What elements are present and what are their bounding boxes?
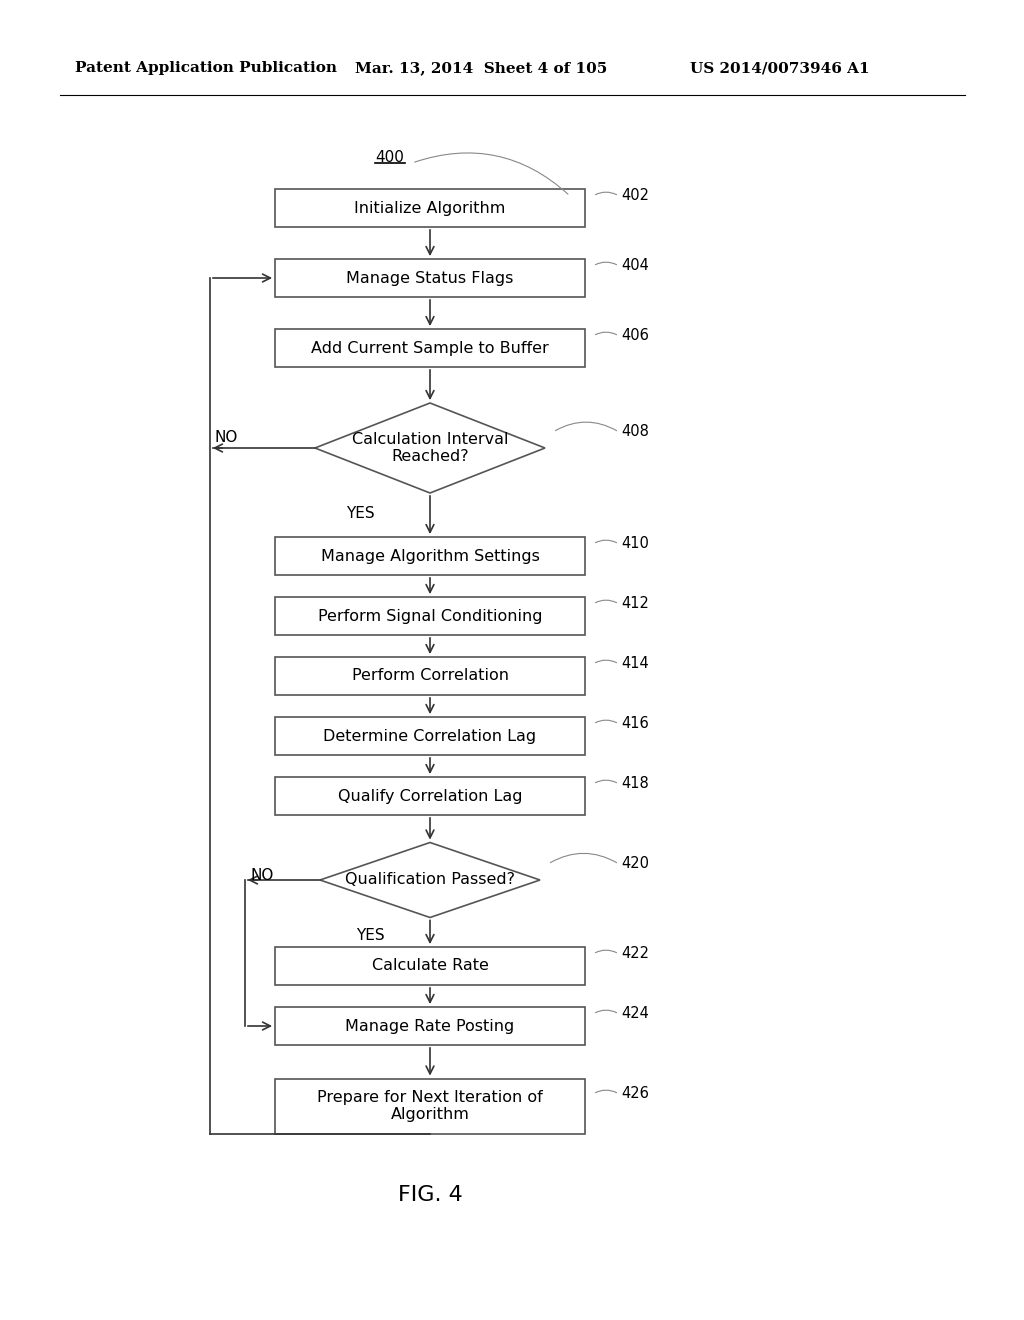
Polygon shape — [315, 403, 545, 492]
Text: 420: 420 — [621, 857, 649, 871]
Text: 410: 410 — [621, 536, 649, 552]
Text: Manage Algorithm Settings: Manage Algorithm Settings — [321, 549, 540, 564]
Text: Add Current Sample to Buffer: Add Current Sample to Buffer — [311, 341, 549, 355]
Text: 418: 418 — [621, 776, 649, 792]
Text: 408: 408 — [621, 425, 649, 440]
FancyBboxPatch shape — [275, 1007, 585, 1045]
Text: Initialize Algorithm: Initialize Algorithm — [354, 201, 506, 215]
Text: US 2014/0073946 A1: US 2014/0073946 A1 — [690, 61, 869, 75]
Text: 400: 400 — [376, 150, 404, 165]
FancyBboxPatch shape — [275, 777, 585, 814]
Text: Determine Correlation Lag: Determine Correlation Lag — [324, 729, 537, 743]
FancyBboxPatch shape — [275, 1078, 585, 1134]
Text: 412: 412 — [621, 597, 649, 611]
Text: 416: 416 — [621, 717, 649, 731]
Text: 406: 406 — [621, 329, 649, 343]
Text: YES: YES — [355, 928, 384, 942]
Text: Calculation Interval
Reached?: Calculation Interval Reached? — [352, 432, 508, 465]
Text: NO: NO — [250, 867, 273, 883]
FancyBboxPatch shape — [275, 657, 585, 696]
Text: Calculate Rate: Calculate Rate — [372, 958, 488, 974]
Text: FIG. 4: FIG. 4 — [397, 1185, 463, 1205]
Text: 414: 414 — [621, 656, 649, 672]
FancyBboxPatch shape — [275, 259, 585, 297]
Text: 424: 424 — [621, 1006, 649, 1022]
Text: Patent Application Publication: Patent Application Publication — [75, 61, 337, 75]
FancyBboxPatch shape — [275, 329, 585, 367]
Text: 402: 402 — [621, 189, 649, 203]
Polygon shape — [319, 842, 540, 917]
FancyBboxPatch shape — [275, 597, 585, 635]
FancyBboxPatch shape — [275, 537, 585, 576]
Text: Manage Rate Posting: Manage Rate Posting — [345, 1019, 515, 1034]
Text: NO: NO — [215, 430, 239, 446]
FancyBboxPatch shape — [275, 946, 585, 985]
FancyBboxPatch shape — [275, 717, 585, 755]
Text: Perform Correlation: Perform Correlation — [351, 668, 509, 684]
Text: Prepare for Next Iteration of
Algorithm: Prepare for Next Iteration of Algorithm — [317, 1090, 543, 1122]
Text: Qualification Passed?: Qualification Passed? — [345, 873, 515, 887]
Text: Mar. 13, 2014  Sheet 4 of 105: Mar. 13, 2014 Sheet 4 of 105 — [355, 61, 607, 75]
Text: 404: 404 — [621, 259, 649, 273]
Text: Qualify Correlation Lag: Qualify Correlation Lag — [338, 788, 522, 804]
FancyBboxPatch shape — [275, 189, 585, 227]
Text: YES: YES — [346, 506, 375, 520]
Text: 422: 422 — [621, 946, 649, 961]
Text: 426: 426 — [621, 1086, 649, 1101]
Text: Manage Status Flags: Manage Status Flags — [346, 271, 514, 285]
Text: Perform Signal Conditioning: Perform Signal Conditioning — [317, 609, 543, 623]
